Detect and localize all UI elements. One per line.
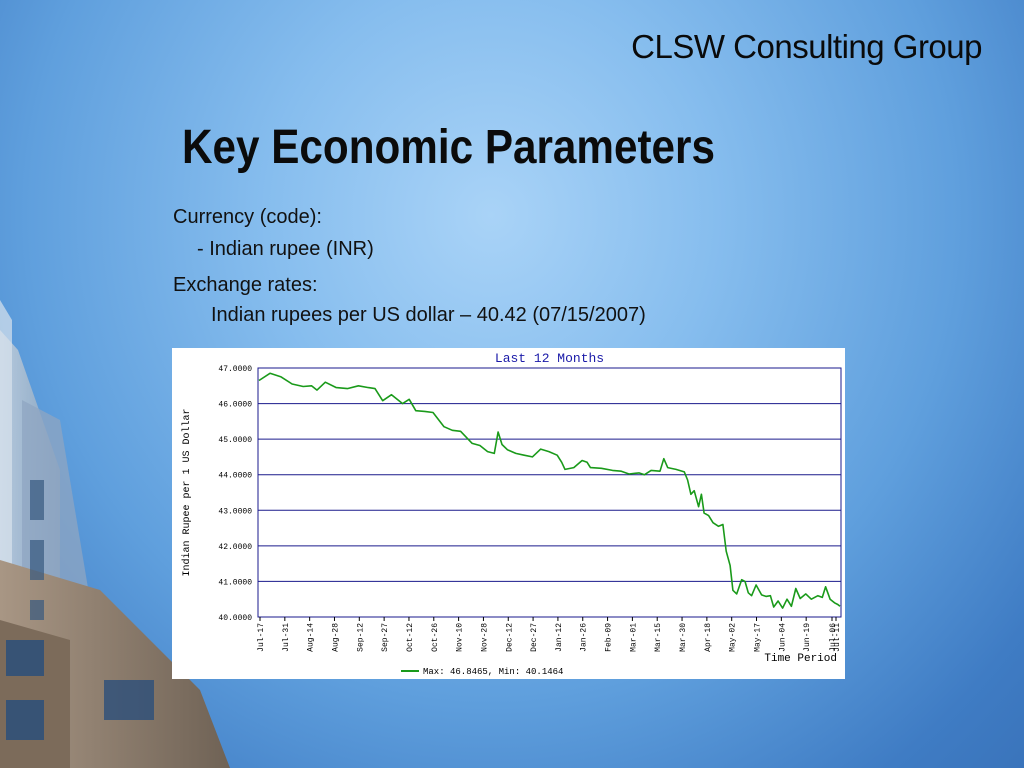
y-tick-label: 46.0000 [218, 401, 252, 410]
x-tick-label: Jan-26 [580, 623, 589, 652]
y-axis-label: Indian Rupee per 1 US Dollar [181, 408, 193, 576]
x-tick-label: Oct-12 [406, 623, 415, 652]
chart-svg: Last 12 Months 47.0000 46.0000 45.0000 44.00… [181, 351, 842, 677]
y-tick-label: 41.0000 [218, 578, 252, 587]
currency-value: - Indian rupee (INR) [197, 238, 374, 260]
x-tick-label: Aug-14 [307, 623, 316, 652]
x-tick-label: Oct-26 [431, 623, 440, 652]
plot-frame [257, 367, 842, 618]
building-background-image [0, 300, 230, 768]
x-tick-label: Dec-27 [530, 623, 539, 652]
x-tick-label: May-17 [754, 623, 763, 652]
y-tick-label: 45.0000 [218, 436, 252, 445]
x-tick-label: Nov-28 [480, 623, 489, 652]
currency-label: Currency (code): [173, 206, 322, 228]
exchange-rate-chart: Last 12 Months 47.0000 46.0000 45.0000 44.00… [172, 348, 845, 679]
x-tick-label: Sep-12 [356, 623, 365, 652]
exchange-value: Indian rupees per US dollar – 40.42 (07/… [211, 304, 646, 326]
x-tick-label: Jan-12 [555, 623, 564, 652]
x-axis-label: Time Period [764, 653, 837, 665]
x-tick-label: Sep-27 [381, 623, 390, 652]
x-tick-label: Mar-01 [629, 623, 638, 652]
x-tick-label: Aug-28 [331, 623, 340, 652]
y-tick-label: 42.0000 [218, 543, 252, 552]
y-tick-label: 47.0000 [218, 365, 252, 374]
x-tick-label: Jun-19 [803, 623, 812, 652]
x-tick-label: Nov-10 [456, 623, 465, 652]
x-tick-label: Dec-12 [505, 623, 514, 652]
y-tick-label: 44.0000 [218, 472, 252, 481]
x-tick-label: Jul-06 [829, 623, 838, 652]
x-tick-label: Jul-11 [833, 623, 842, 652]
x-tick-label: Jul-17 [257, 623, 266, 652]
x-tick-label: Jul-31 [282, 623, 291, 652]
x-tick-label: Feb-09 [605, 623, 614, 652]
company-name: CLSW Consulting Group [631, 28, 982, 65]
exchange-label: Exchange rates: [173, 274, 318, 296]
x-tick-label: Apr-18 [704, 623, 713, 652]
y-tick-label: 40.0000 [218, 614, 252, 623]
x-tick-label: Jun-04 [778, 623, 787, 652]
series-line [258, 372, 841, 609]
slide-title: Key Economic Parameters [182, 121, 715, 174]
x-tick-label: May-02 [729, 623, 738, 652]
x-tick-label: Mar-15 [654, 623, 663, 652]
x-tick-label: Mar-30 [679, 623, 688, 652]
chart-title: Last 12 Months [495, 351, 604, 366]
legend-text: Max: 46.8465, Min: 40.1464 [423, 667, 563, 677]
y-tick-label: 43.0000 [218, 507, 252, 516]
